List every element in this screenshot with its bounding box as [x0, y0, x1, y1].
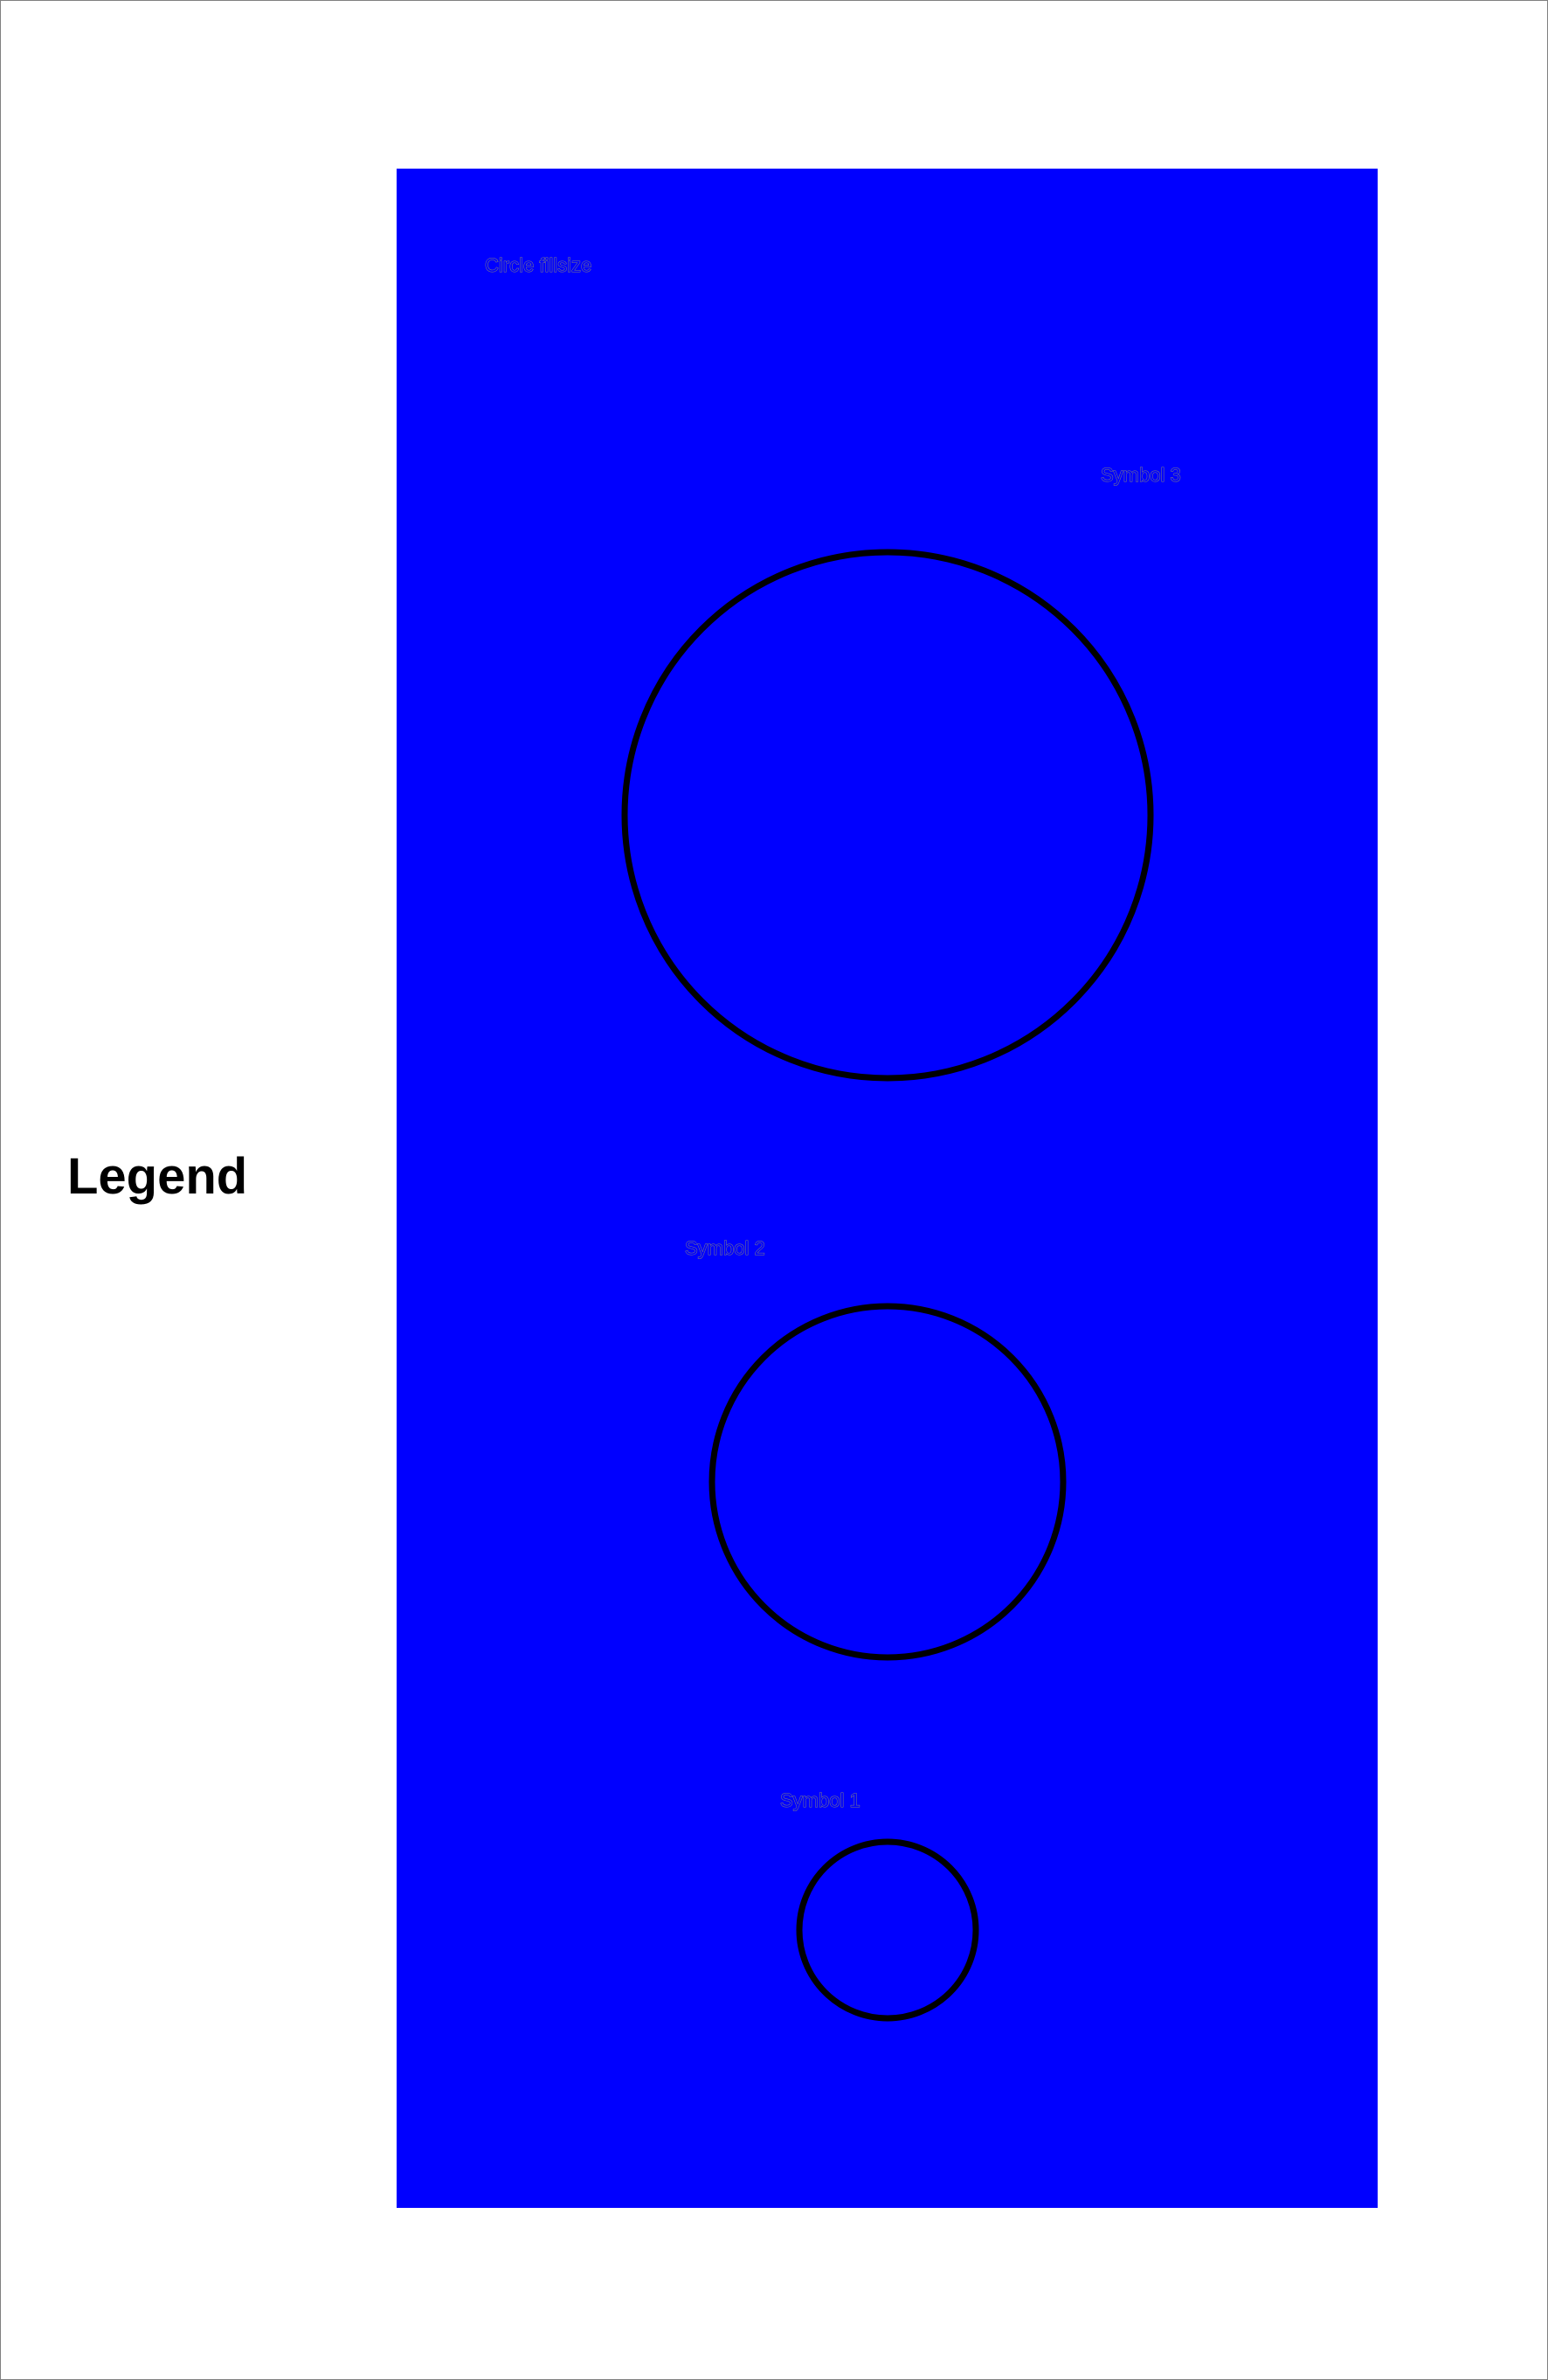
symbol-3-label: Symbol 3	[1101, 464, 1181, 486]
symbol-2-label: Symbol 2	[685, 1237, 765, 1259]
symbol-1-circle	[796, 1838, 979, 2022]
legend-background	[397, 169, 1378, 2208]
legend-panel: Circle fillsize Symbol 3 Symbol 2 Symbol…	[397, 169, 1378, 2208]
symbol-1-label: Symbol 1	[780, 1789, 860, 1811]
symbol-2-circle	[708, 1303, 1067, 1661]
legend-heading: Legend	[67, 1148, 248, 1205]
legend-title: Circle fillsize	[485, 254, 591, 276]
symbol-3-circle	[621, 549, 1154, 1082]
legend-graphic: Circle fillsize Symbol 3 Symbol 2 Symbol…	[397, 169, 1378, 2208]
